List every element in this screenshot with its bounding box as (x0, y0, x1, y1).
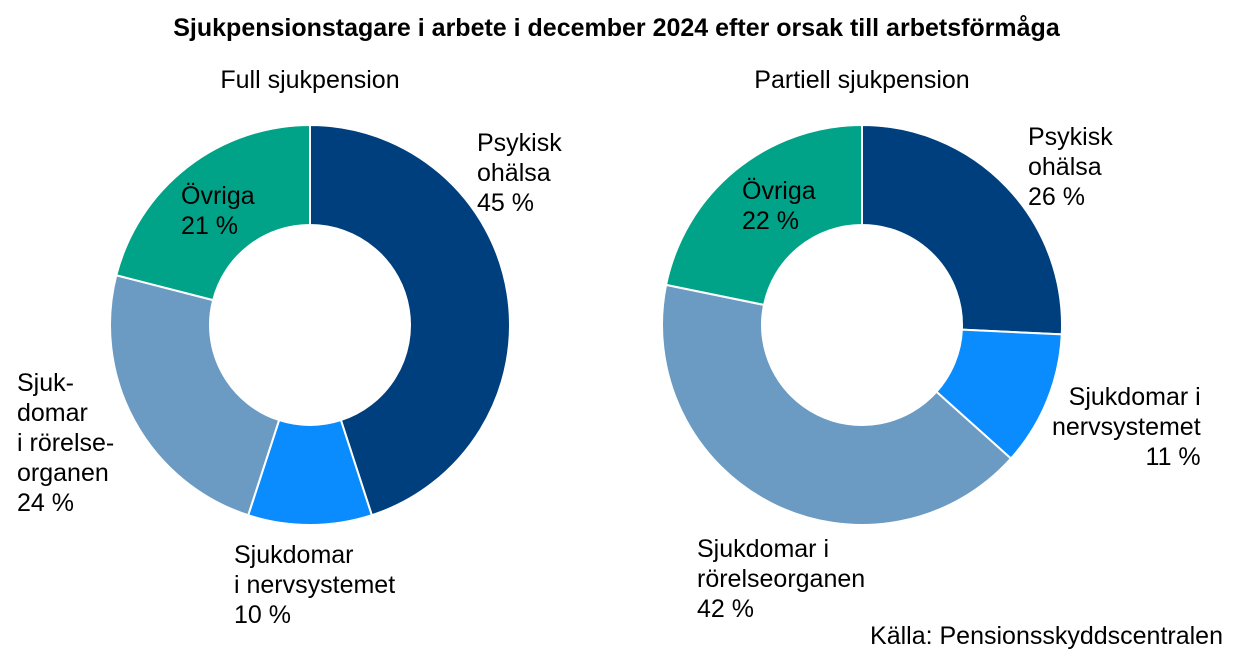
chart-title: Sjukpensionstagare i arbete i december 2… (173, 14, 1060, 42)
slice-psykisk (309, 123, 511, 517)
label-line: Sjuk- (17, 369, 74, 397)
label-partial-nerv: Sjukdomar i nervsystemet 11 % (1052, 382, 1201, 472)
label-line: i nervsystemet (234, 571, 396, 599)
slice-ovriga (664, 123, 863, 307)
label-line: Psykisk (1028, 123, 1113, 151)
label-line: organen (17, 459, 109, 487)
slice-ovriga (115, 123, 311, 302)
slice-rorelse (661, 283, 1013, 526)
label-line: Sjukdomar i (1068, 383, 1201, 411)
label-line: rörelseorganen (697, 565, 866, 593)
value-label: 42 % (697, 595, 754, 623)
label-line: nervsystemet (1052, 413, 1201, 441)
label-line: Övriga (742, 177, 816, 205)
label-full-nerv: Sjukdomar i nervsystemet 10 % (234, 540, 395, 630)
value-label: 22 % (742, 207, 799, 235)
label-line: i rörelse- (17, 429, 115, 457)
label-line: ohälsa (477, 159, 551, 187)
label-full-rorelse: Sjuk- domar i rörelse- organen 24 % (17, 368, 114, 518)
slice-psykisk (861, 123, 1063, 336)
value-label: 26 % (1028, 183, 1085, 211)
donut-partial (661, 123, 1063, 526)
label-full-psykisk: Psykisk ohälsa 45 % (477, 128, 562, 218)
label-line: Psykisk (477, 129, 562, 157)
value-label: 24 % (17, 489, 74, 517)
label-line: Sjukdomar (234, 541, 354, 569)
label-partial-psykisk: Psykisk ohälsa 26 % (1028, 122, 1113, 212)
label-partial-rorelse: Sjukdomar i rörelseorganen 42 % (697, 534, 865, 624)
subtitle-full: Full sjukpension (220, 66, 400, 94)
value-label: 10 % (234, 601, 291, 629)
value-label: 45 % (477, 189, 534, 217)
label-line: domar (17, 399, 88, 427)
value-label: 11 % (1145, 443, 1201, 471)
label-full-ovriga: Övriga 21 % (181, 181, 255, 241)
value-label: 21 % (181, 212, 238, 240)
label-line: ohälsa (1028, 153, 1102, 181)
donut-full (109, 123, 511, 526)
source-note: Källa: Pensionsskyddscentralen (870, 622, 1223, 650)
subtitle-partial: Partiell sjukpension (754, 66, 970, 94)
slice-rorelse (109, 274, 281, 517)
label-line: Övriga (181, 182, 255, 210)
label-line: Sjukdomar i (697, 535, 829, 563)
label-partial-ovriga: Övriga 22 % (742, 176, 816, 236)
